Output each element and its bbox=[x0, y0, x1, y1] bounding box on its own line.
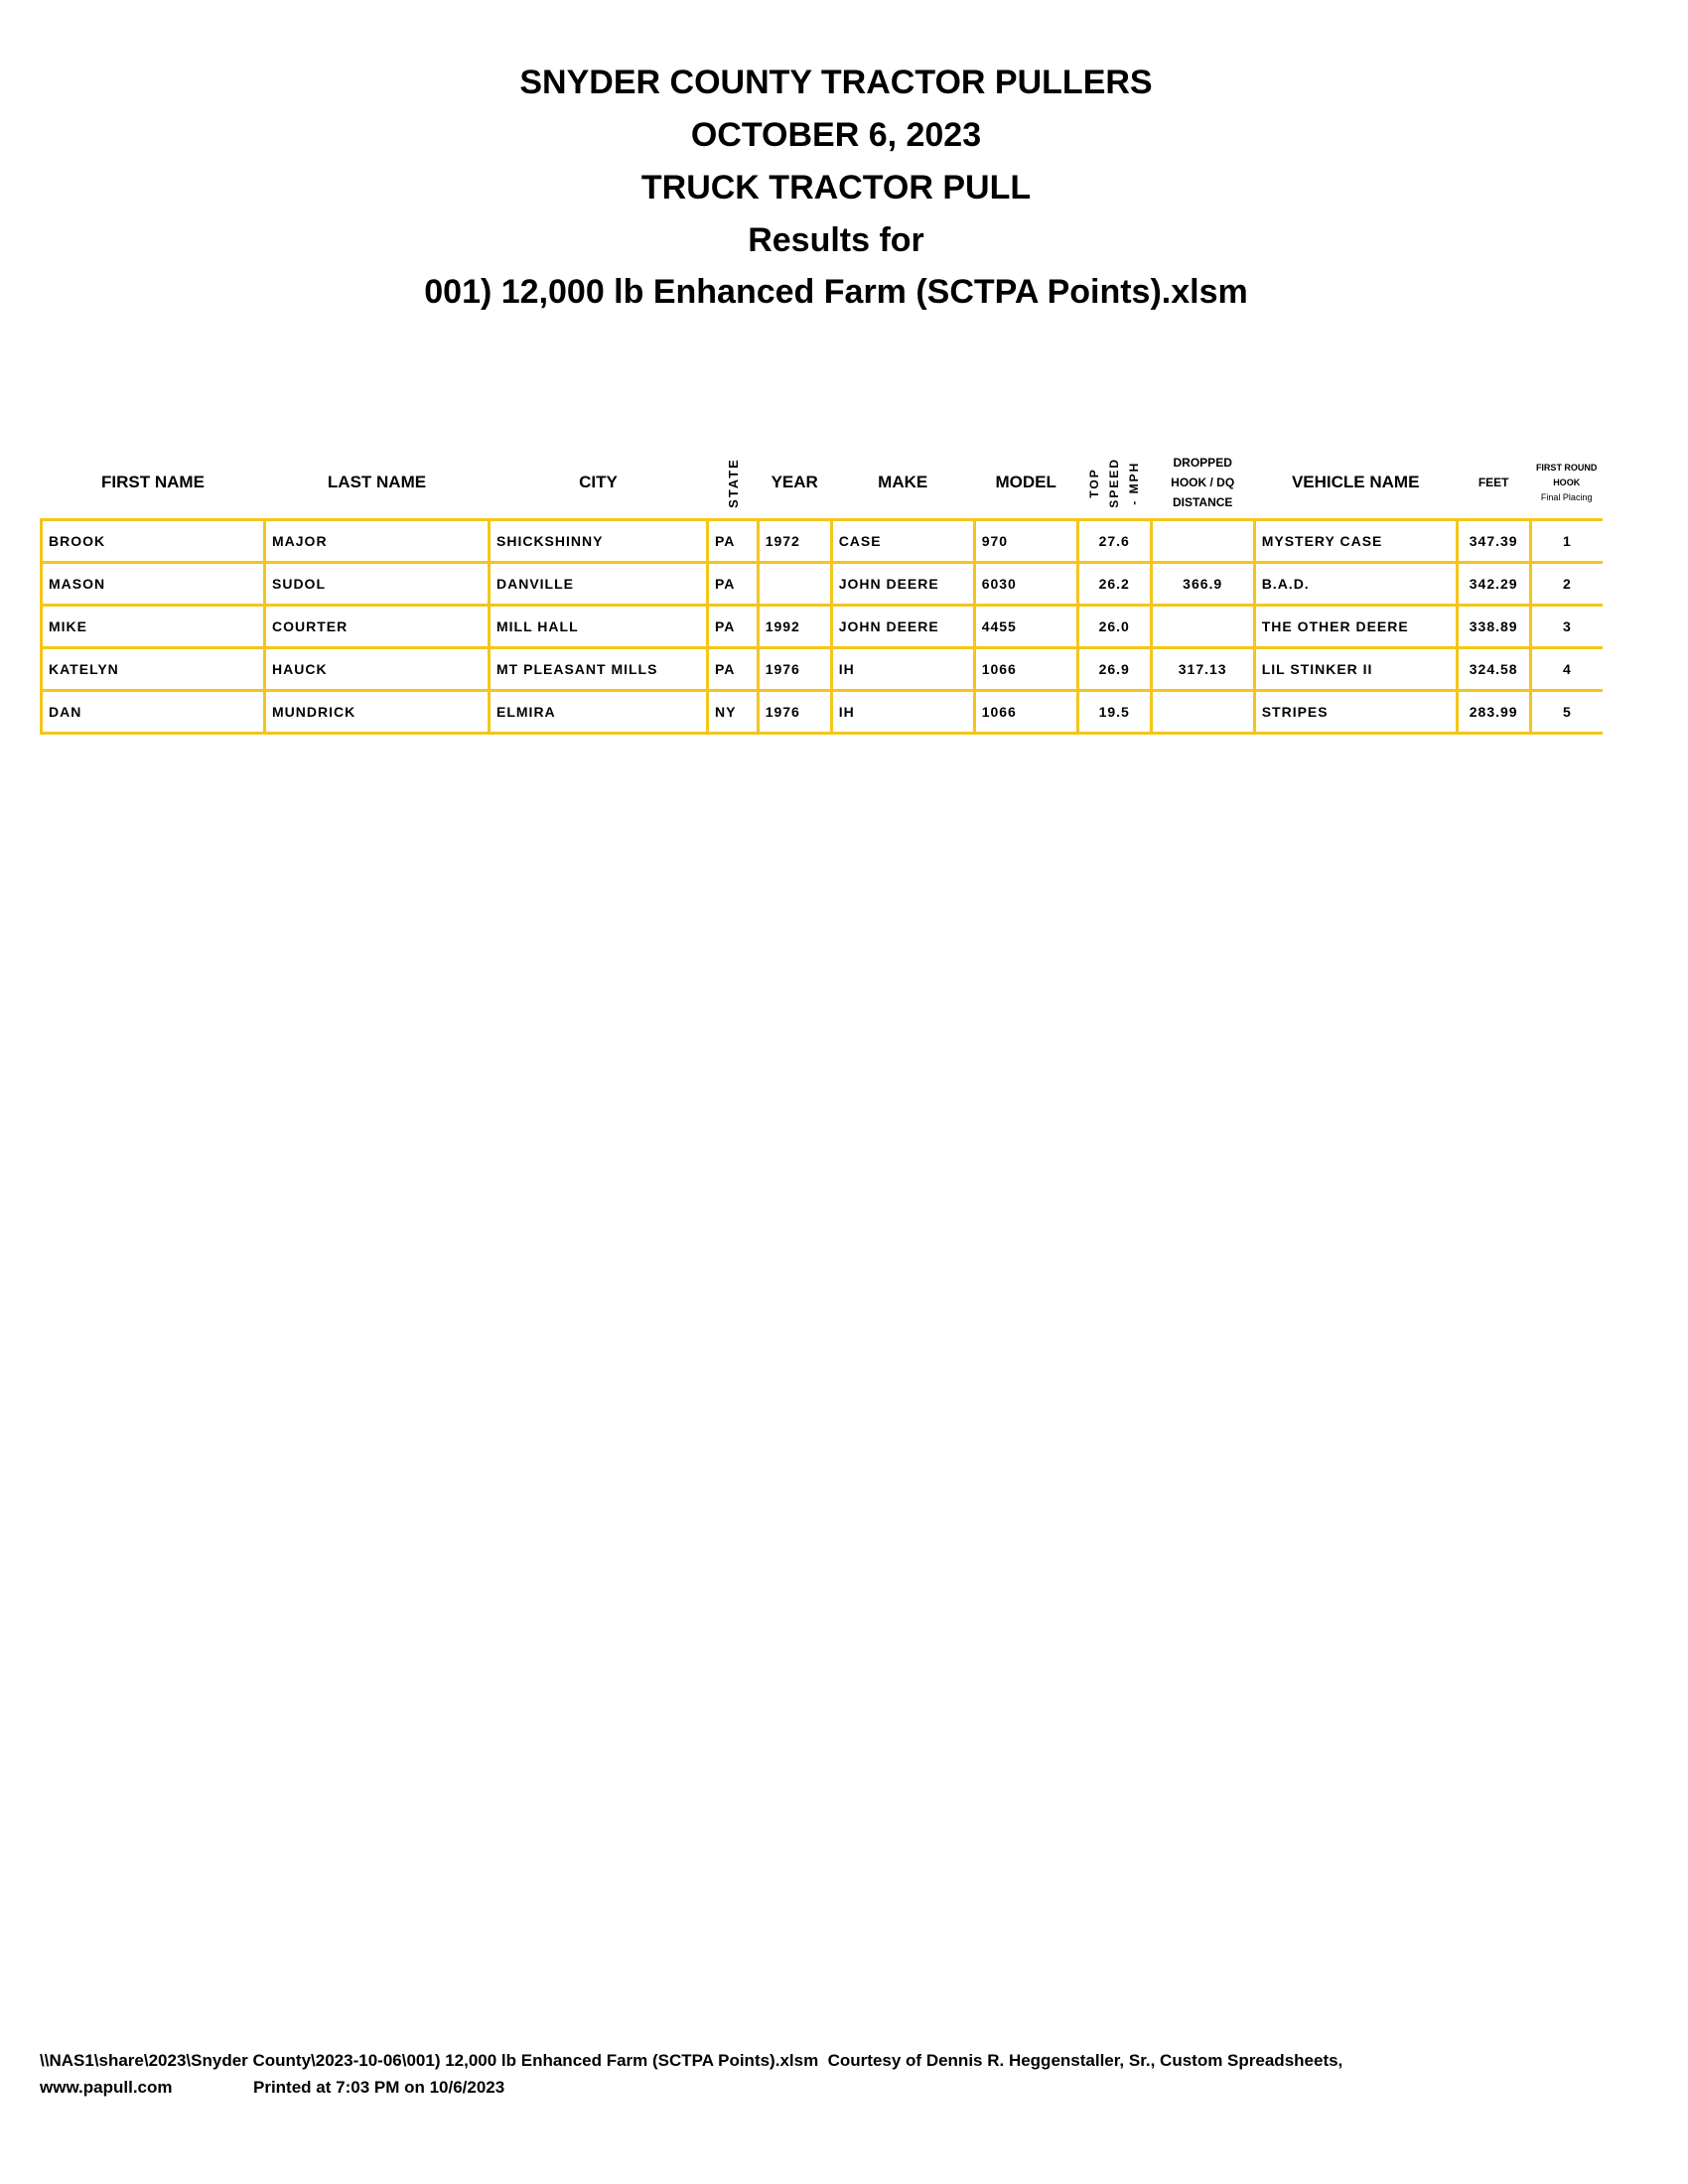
cell-dq bbox=[1149, 518, 1256, 564]
cell-year: 1992 bbox=[756, 604, 833, 649]
cell-vehicle: MYSTERY CASE bbox=[1252, 518, 1459, 564]
cell-make: JOHN DEERE bbox=[829, 604, 976, 649]
col-model: MODEL bbox=[995, 473, 1056, 491]
cell-year: 1976 bbox=[756, 689, 833, 735]
cell-year: 1976 bbox=[756, 646, 833, 692]
col-top-speed: TOP SPEED - MPH bbox=[1087, 457, 1142, 508]
cell-state: NY bbox=[706, 689, 760, 735]
cell-place: 2 bbox=[1528, 561, 1604, 607]
cell-city: MILL HALL bbox=[488, 604, 709, 649]
cell-year bbox=[756, 561, 833, 607]
cell-first: KATELYN bbox=[40, 646, 266, 692]
cell-make: JOHN DEERE bbox=[829, 561, 976, 607]
cell-vehicle: B.A.D. bbox=[1252, 561, 1459, 607]
cell-speed: 26.2 bbox=[1075, 561, 1153, 607]
cell-first: MASON bbox=[40, 561, 266, 607]
col-state: STATE bbox=[725, 458, 741, 508]
cell-dq bbox=[1149, 604, 1256, 649]
table-row: KATELYN HAUCK MT PLEASANT MILLS PA 1976 IH 106… bbox=[40, 646, 1604, 692]
cell-dq: 317.13 bbox=[1149, 646, 1256, 692]
cell-make: IH bbox=[829, 689, 976, 735]
results-table: FIRST NAME LAST NAME CITY STATE YEAR MAK… bbox=[40, 447, 1604, 735]
cell-state: PA bbox=[706, 646, 760, 692]
cell-vehicle: THE OTHER DEERE bbox=[1252, 604, 1459, 649]
cell-speed: 19.5 bbox=[1075, 689, 1153, 735]
cell-last: MAJOR bbox=[263, 518, 491, 564]
cell-state: PA bbox=[706, 518, 760, 564]
cell-feet: 347.39 bbox=[1455, 518, 1532, 564]
cell-vehicle: LIL STINKER II bbox=[1252, 646, 1459, 692]
cell-model: 1066 bbox=[972, 689, 1079, 735]
cell-state: PA bbox=[706, 561, 760, 607]
cell-model: 1066 bbox=[972, 646, 1079, 692]
cell-make: CASE bbox=[829, 518, 976, 564]
cell-city: SHICKSHINNY bbox=[488, 518, 709, 564]
cell-city: ELMIRA bbox=[488, 689, 709, 735]
footer-printed: Printed at 7:03 PM on 10/6/2023 bbox=[253, 2078, 505, 2097]
cell-first: BROOK bbox=[40, 518, 266, 564]
cell-feet: 324.58 bbox=[1455, 646, 1532, 692]
cell-model: 6030 bbox=[972, 561, 1079, 607]
cell-model: 4455 bbox=[972, 604, 1079, 649]
col-city: CITY bbox=[579, 473, 618, 491]
col-dropped-hook: DROPPED HOOK / DQ DISTANCE bbox=[1171, 456, 1235, 509]
cell-place: 5 bbox=[1528, 689, 1604, 735]
cell-place: 4 bbox=[1528, 646, 1604, 692]
table-row: MIKE COURTER MILL HALL PA 1992 JOHN DEERE 4455… bbox=[40, 604, 1604, 649]
cell-last: COURTER bbox=[263, 604, 491, 649]
title-class: 001) 12,000 lb Enhanced Farm (SCTPA Poin… bbox=[424, 273, 1248, 311]
cell-vehicle: STRIPES bbox=[1252, 689, 1459, 735]
table-row: DAN MUNDRICK ELMIRA NY 1976 IH 1066 19.5 STRIPES… bbox=[40, 689, 1604, 735]
title-results-for: Results for bbox=[748, 221, 924, 259]
col-first-name: FIRST NAME bbox=[101, 473, 205, 491]
cell-first: DAN bbox=[40, 689, 266, 735]
cell-dq bbox=[1149, 689, 1256, 735]
cell-place: 1 bbox=[1528, 518, 1604, 564]
footer-website: www.papull.com bbox=[40, 2078, 173, 2097]
title-organization: SNYDER COUNTY TRACTOR PULLERS bbox=[519, 64, 1153, 101]
cell-city: DANVILLE bbox=[488, 561, 709, 607]
cell-year: 1972 bbox=[756, 518, 833, 564]
cell-feet: 283.99 bbox=[1455, 689, 1532, 735]
footer-file-path: \\NAS1\share\2023\Snyder County\2023-10-… bbox=[40, 2051, 1343, 2070]
cell-dq: 366.9 bbox=[1149, 561, 1256, 607]
col-feet: FEET bbox=[1477, 476, 1509, 489]
cell-model: 970 bbox=[972, 518, 1079, 564]
cell-make: IH bbox=[829, 646, 976, 692]
cell-speed: 27.6 bbox=[1075, 518, 1153, 564]
cell-speed: 26.9 bbox=[1075, 646, 1153, 692]
cell-last: MUNDRICK bbox=[263, 689, 491, 735]
col-placing: FIRST ROUND HOOK Final Placing bbox=[1535, 462, 1598, 502]
col-last-name: LAST NAME bbox=[327, 473, 427, 491]
col-make: MAKE bbox=[878, 473, 928, 491]
table-row: BROOK MAJOR SHICKSHINNY PA 1972 CASE 970 27.6 MY… bbox=[40, 518, 1604, 564]
cell-last: SUDOL bbox=[263, 561, 491, 607]
col-vehicle-name: VEHICLE NAME bbox=[1291, 473, 1420, 491]
cell-last: HAUCK bbox=[263, 646, 491, 692]
cell-place: 3 bbox=[1528, 604, 1604, 649]
cell-speed: 26.0 bbox=[1075, 604, 1153, 649]
col-year: YEAR bbox=[771, 473, 818, 491]
cell-first: MIKE bbox=[40, 604, 266, 649]
title-event: TRUCK TRACTOR PULL bbox=[640, 169, 1032, 206]
header-row: FIRST NAME LAST NAME CITY STATE YEAR MAK… bbox=[42, 447, 1604, 520]
cell-state: PA bbox=[706, 604, 760, 649]
cell-feet: 342.29 bbox=[1455, 561, 1532, 607]
cell-feet: 338.89 bbox=[1455, 604, 1532, 649]
title-date: OCTOBER 6, 2023 bbox=[690, 116, 982, 154]
cell-city: MT PLEASANT MILLS bbox=[488, 646, 709, 692]
table-row: MASON SUDOL DANVILLE PA JOHN DEERE 6030 26.2 36… bbox=[40, 561, 1604, 607]
